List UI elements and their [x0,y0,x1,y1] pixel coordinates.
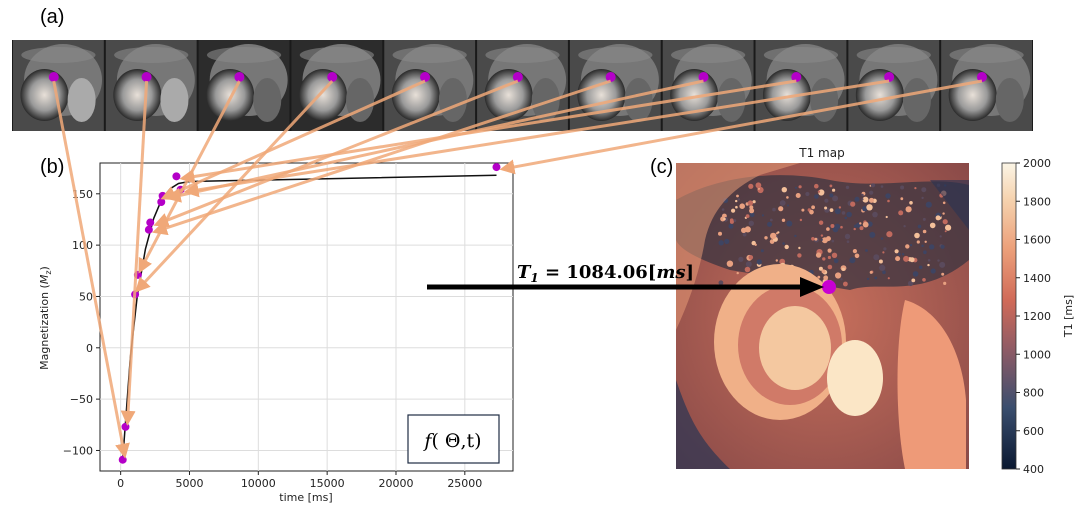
colorbar-tick-label: 1600 [1023,234,1051,247]
x-tick-label: 25000 [447,477,482,490]
panel-label-a: (a) [40,6,65,28]
frame-point-marker [605,72,616,82]
frame-point-marker [327,72,338,82]
t1-annotation: T1 = 1084.06[ms] [427,262,824,297]
frame-arrow [135,79,334,293]
colorbar: 400 600 800 1000 1200 1400 1600 1800 2000 T1 [ms… [1001,157,1075,476]
frame-point-marker [791,72,802,82]
colorbar-label: T1 [ms] [1062,295,1075,338]
panel-label-b: (b) [40,156,65,178]
frame-point-marker [884,72,895,82]
frame-to-point-arrows [52,79,983,459]
frame-arrow [52,80,130,459]
data-point [172,172,181,181]
colorbar-tick-label: 1200 [1023,310,1051,323]
t1-value-text: T1 = 1084.06[ms] [517,262,694,285]
frame-point-marker [141,72,152,82]
mri-frame-strip [12,40,1033,131]
colorbar-tick-label: 600 [1023,425,1044,438]
y-tick-label: −100 [63,444,93,457]
colorbar-tick-label: 800 [1023,387,1044,400]
magnetization-plot: 0 5000 10000 15000 20000 25000 −100−500501001… [38,162,514,504]
mri-frame [105,40,197,131]
frame-point-marker [48,72,59,82]
colorbar-tick-label: 2000 [1023,157,1051,170]
t1-map-marker [822,280,836,294]
frame-point-marker [420,72,431,82]
data-point [118,455,127,464]
x-tick-label: 5000 [175,477,203,490]
frame-arrow [179,79,797,184]
x-tick-label: 0 [117,477,124,490]
colorbar-tick-label: 400 [1023,463,1044,476]
x-axis-label: time [ms] [279,491,332,504]
y-axis-label: Magnetization (Mz) [38,266,53,370]
mri-frame [477,40,568,131]
frame-arrow [152,79,612,236]
x-tick-label: 10000 [241,477,276,490]
x-tick-label: 20000 [378,477,413,490]
data-point [146,218,155,227]
data-point [157,198,166,207]
frame-point-marker [976,72,987,82]
frame-arrow [499,79,983,175]
mri-frame [941,40,1032,131]
frame-arrow [183,79,890,198]
colorbar-tick-label: 1000 [1023,348,1051,361]
panel-label-c: (c) [650,156,674,178]
mri-frame [291,40,383,131]
formula-box: f( Θ,t) [407,414,500,464]
y-tick-label: −50 [70,393,93,406]
mri-frame [13,40,104,131]
formula-text: f( Θ,t) [422,430,481,452]
data-point [492,163,501,172]
t1-map-title: T1 map [798,146,844,160]
frame-point-marker [698,72,709,82]
t1-map-panel: T1 map 400 600 800 1000 1200 1400 1600 1800 2000… [676,146,1075,476]
mri-frame [569,40,661,131]
y-tick-label: 0 [86,342,93,355]
colorbar-tick-label: 1400 [1023,272,1051,285]
frame-point-marker [512,72,523,82]
data-point [121,422,130,431]
y-tick-label: 50 [79,290,93,303]
mri-frame [198,40,290,131]
frame-arrow [160,79,426,200]
frame-point-marker [234,72,245,82]
t1-map-image [676,163,969,469]
frame-arrow [120,80,149,426]
data-point [144,225,153,234]
y-tick-label: 100 [72,239,93,252]
colorbar-tick-label: 1800 [1023,195,1051,208]
x-tick-label: 15000 [310,477,345,490]
